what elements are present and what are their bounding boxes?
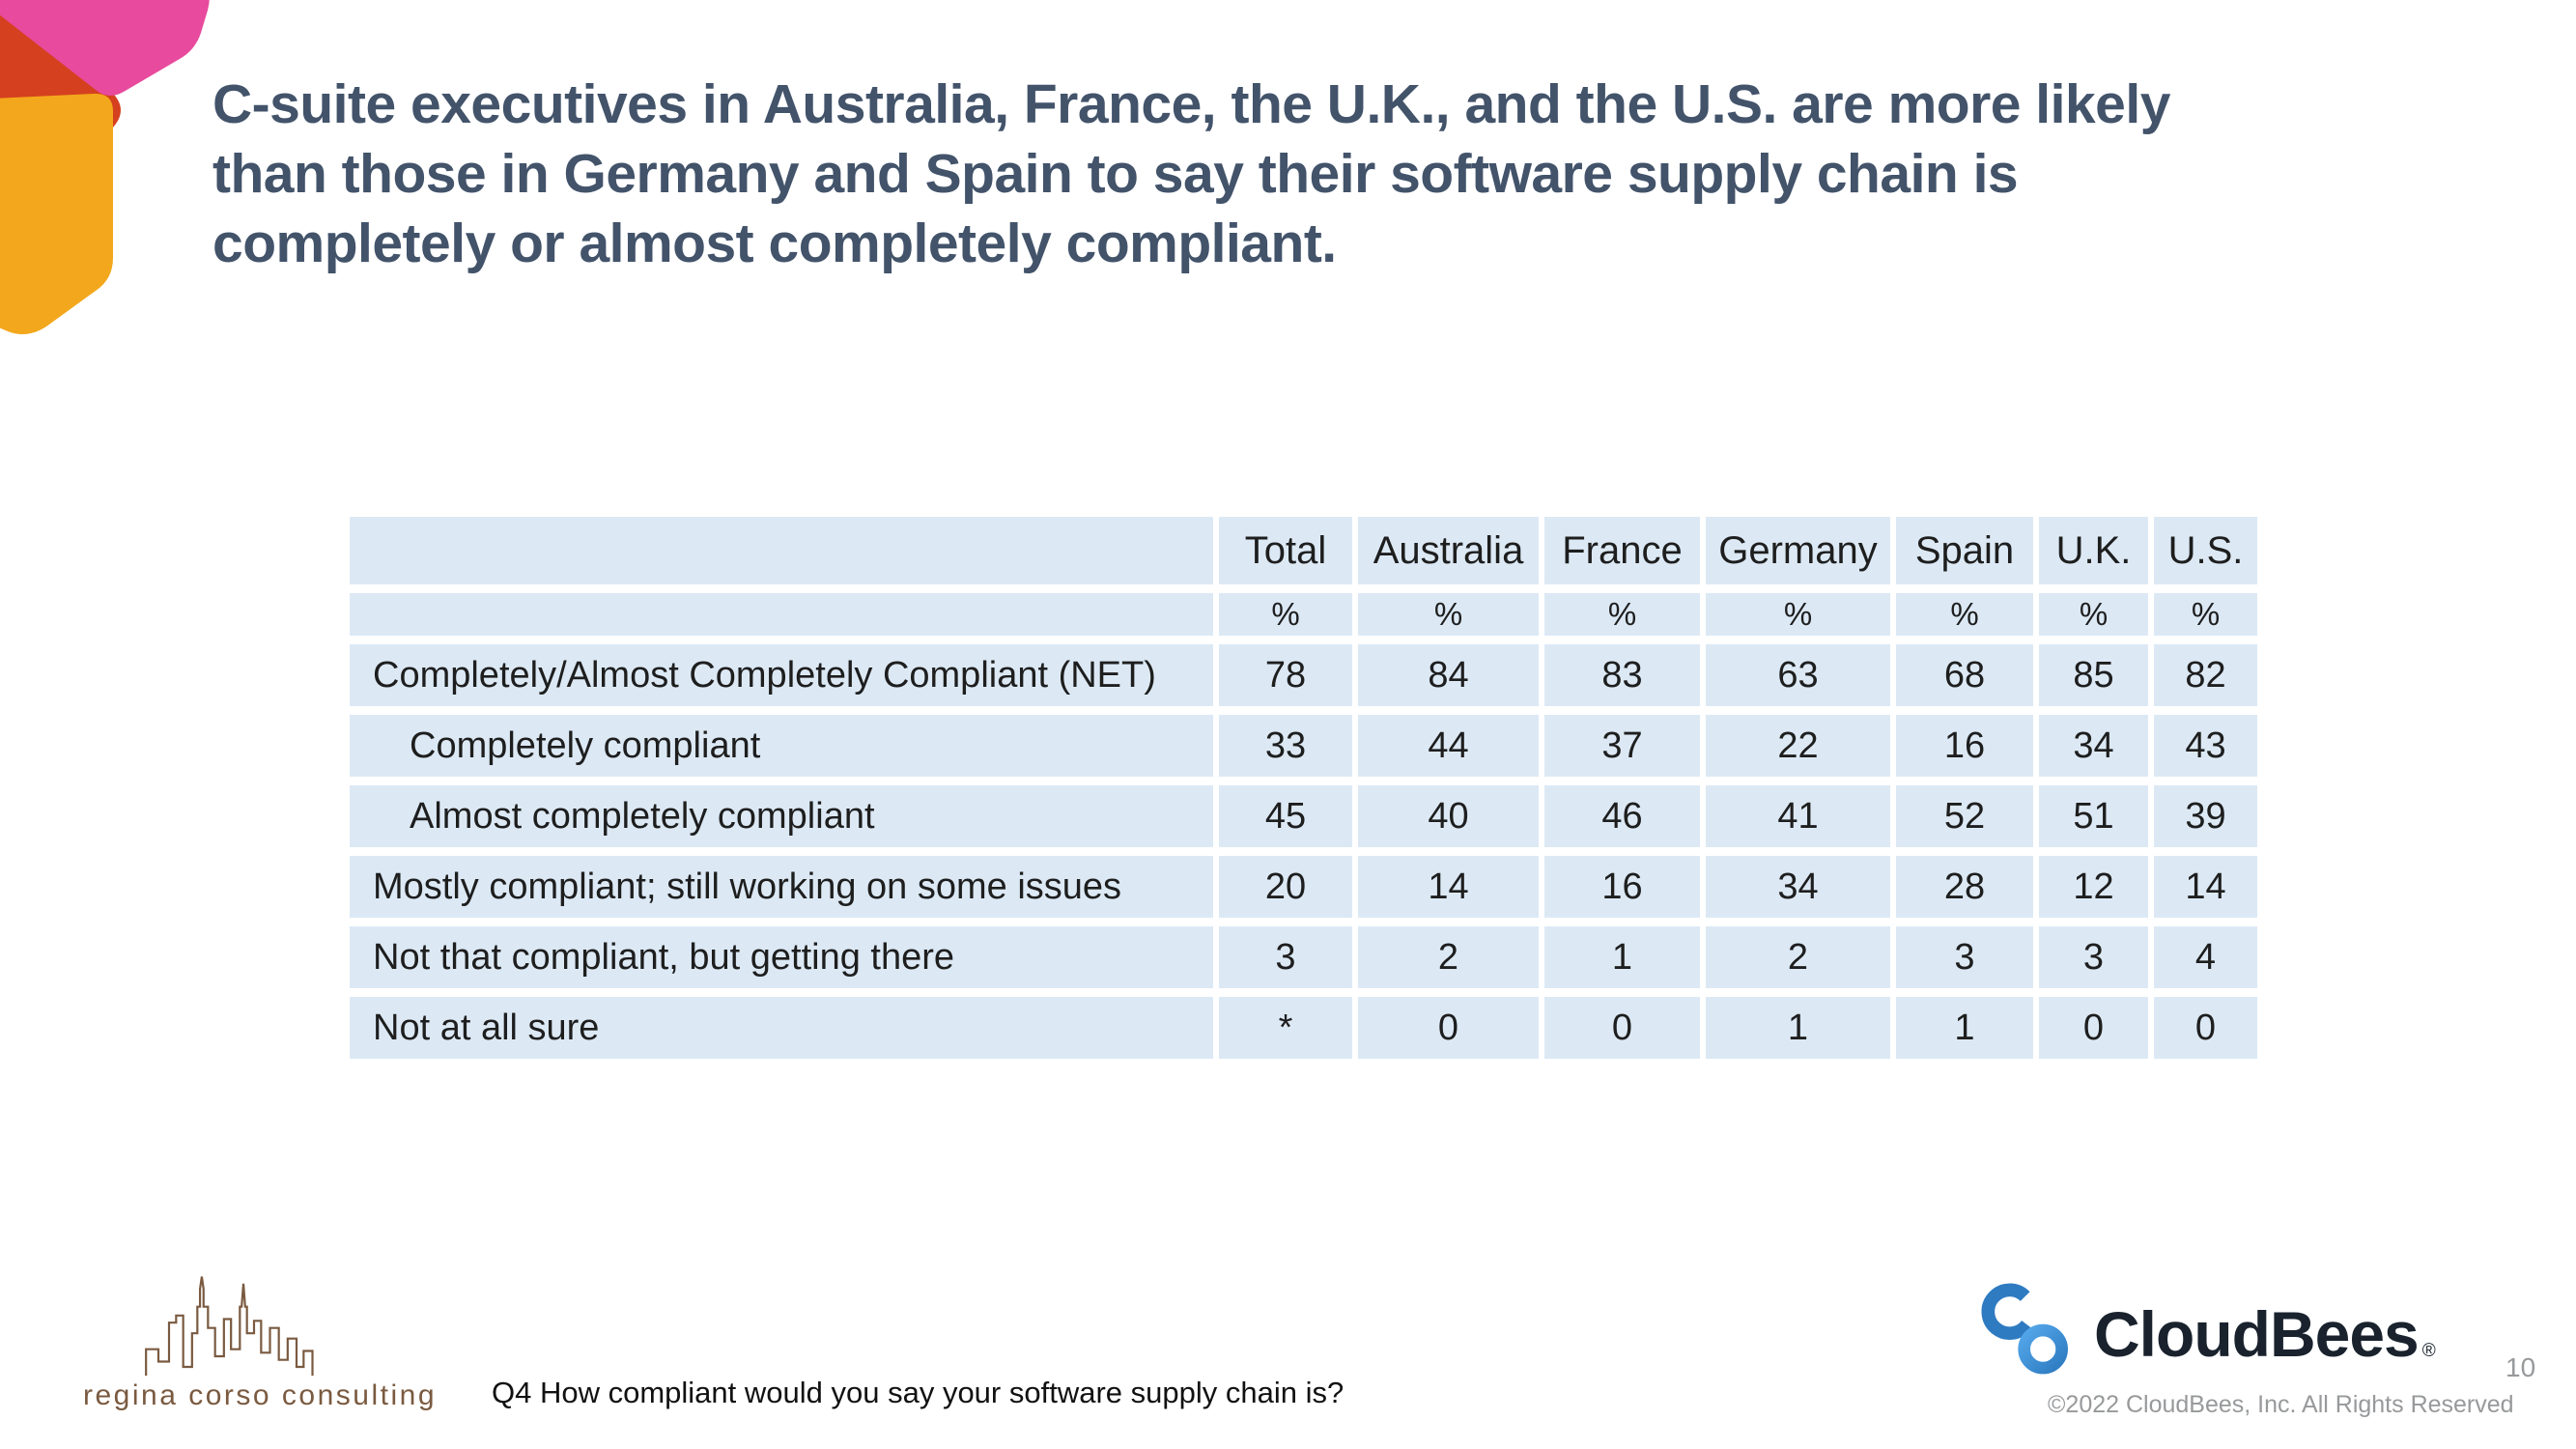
cloudbees-wordmark-text: CloudBees	[2094, 1298, 2420, 1370]
unit-cell: %	[1358, 593, 1539, 636]
copyright-notice: ©2022 CloudBees, Inc. All Rights Reserve…	[2048, 1391, 2514, 1418]
slide-title-line-3: completely or almost completely complian…	[212, 213, 1337, 274]
regina-corso-label: regina corso consulting	[83, 1379, 438, 1411]
column-header-total: Total	[1219, 517, 1352, 584]
value-cell: 84	[1358, 644, 1539, 706]
value-cell: 37	[1544, 715, 1700, 777]
cloudbees-icon	[1981, 1283, 2068, 1375]
value-cell: 51	[2039, 785, 2148, 847]
survey-question-footnote: Q4 How compliant would you say your soft…	[492, 1376, 1345, 1409]
value-cell: 43	[2154, 715, 2257, 777]
value-cell: 22	[1706, 715, 1890, 777]
slide-title: C-suite executives in Australia, France,…	[212, 70, 2170, 278]
value-cell: 0	[2154, 997, 2257, 1059]
yellow-box-face	[0, 93, 113, 335]
value-cell: 3	[2039, 926, 2148, 988]
column-header-us: U.S.	[2154, 517, 2257, 584]
value-cell: 28	[1896, 856, 2033, 918]
value-cell: 14	[2154, 856, 2257, 918]
corner-decoration	[0, 0, 210, 335]
row-label: Completely/Almost Completely Compliant (…	[350, 644, 1213, 706]
value-cell: 34	[2039, 715, 2148, 777]
compliance-table: Total Australia France Germany Spain U.K. U.S.…	[350, 517, 2257, 1059]
value-cell: 33	[1219, 715, 1352, 777]
value-cell: 44	[1358, 715, 1539, 777]
column-header-spain: Spain	[1896, 517, 2033, 584]
unit-cell: %	[1706, 593, 1890, 636]
unit-cell: %	[1544, 593, 1700, 636]
regina-corso-logo: regina corso consulting	[83, 1271, 438, 1412]
value-cell: 78	[1219, 644, 1352, 706]
value-cell: 45	[1219, 785, 1352, 847]
value-cell: 0	[1358, 997, 1539, 1059]
value-cell: 12	[2039, 856, 2148, 918]
value-cell: 16	[1544, 856, 1700, 918]
value-cell: 52	[1896, 785, 2033, 847]
city-skyline-icon	[145, 1276, 314, 1377]
column-header-germany: Germany	[1706, 517, 1890, 584]
cloudbees-wordmark: CloudBees ®	[2094, 1297, 2436, 1371]
value-cell: 41	[1706, 785, 1890, 847]
value-cell: 46	[1544, 785, 1700, 847]
row-label: Almost completely compliant	[350, 785, 1213, 847]
value-cell: 0	[1544, 997, 1700, 1059]
value-cell: 3	[1896, 926, 2033, 988]
cloudbees-branding: CloudBees ® ©2022 CloudBees, Inc. All Ri…	[1976, 1277, 2514, 1419]
value-cell: 20	[1219, 856, 1352, 918]
row-label: Mostly compliant; still working on some …	[350, 856, 1213, 918]
column-header-australia: Australia	[1358, 517, 1539, 584]
value-cell: 68	[1896, 644, 2033, 706]
value-cell: 34	[1706, 856, 1890, 918]
page-number: 10	[2505, 1352, 2536, 1382]
value-cell: 1	[1896, 997, 2033, 1059]
row-label: Not at all sure	[350, 997, 1213, 1059]
cloudbees-c-mark	[1981, 1283, 2033, 1340]
unit-cell: %	[1219, 593, 1352, 636]
unit-cell: %	[1896, 593, 2033, 636]
value-cell: 2	[1706, 926, 1890, 988]
column-header-uk: U.K.	[2039, 517, 2148, 584]
column-header-blank	[350, 517, 1213, 584]
value-cell: 1	[1544, 926, 1700, 988]
value-cell: 83	[1544, 644, 1700, 706]
registered-trademark-symbol: ®	[2421, 1341, 2436, 1361]
cloudbees-b-bowl	[2018, 1323, 2068, 1375]
unit-cell-blank	[350, 593, 1213, 636]
value-cell: 82	[2154, 644, 2257, 706]
value-cell: 39	[2154, 785, 2257, 847]
value-cell: 85	[2039, 644, 2148, 706]
value-cell: 1	[1706, 997, 1890, 1059]
value-cell: 2	[1358, 926, 1539, 988]
unit-cell: %	[2039, 593, 2148, 636]
value-cell: 14	[1358, 856, 1539, 918]
value-cell: 3	[1219, 926, 1352, 988]
row-label: Completely compliant	[350, 715, 1213, 777]
value-cell: 63	[1706, 644, 1890, 706]
slide-title-line-1: C-suite executives in Australia, France,…	[212, 73, 2170, 135]
value-cell: 40	[1358, 785, 1539, 847]
value-cell: *	[1219, 997, 1352, 1059]
value-cell: 0	[2039, 997, 2148, 1059]
unit-cell: %	[2154, 593, 2257, 636]
pink-box-face	[0, 0, 210, 96]
value-cell: 16	[1896, 715, 2033, 777]
value-cell: 4	[2154, 926, 2257, 988]
row-label: Not that compliant, but getting there	[350, 926, 1213, 988]
slide-title-line-2: than those in Germany and Spain to say t…	[212, 143, 2019, 205]
column-header-france: France	[1544, 517, 1700, 584]
